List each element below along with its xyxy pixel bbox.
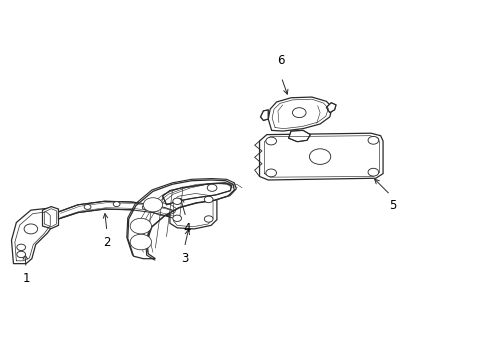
Text: 6: 6	[277, 54, 285, 67]
Circle shape	[113, 202, 120, 207]
Text: 3: 3	[181, 252, 188, 265]
Circle shape	[24, 224, 38, 234]
Circle shape	[368, 168, 379, 176]
Circle shape	[84, 204, 91, 210]
Circle shape	[266, 137, 276, 145]
Circle shape	[266, 169, 276, 177]
Circle shape	[130, 234, 151, 250]
Polygon shape	[11, 208, 53, 264]
Polygon shape	[163, 183, 231, 205]
Circle shape	[293, 108, 306, 118]
Circle shape	[173, 198, 181, 204]
Circle shape	[368, 136, 379, 144]
Polygon shape	[289, 130, 310, 142]
Text: 1: 1	[22, 272, 30, 285]
Polygon shape	[261, 110, 268, 121]
Polygon shape	[150, 203, 176, 215]
Circle shape	[309, 149, 331, 165]
Polygon shape	[268, 97, 332, 131]
Polygon shape	[260, 133, 383, 180]
Circle shape	[17, 244, 25, 251]
Text: 2: 2	[103, 236, 111, 249]
Circle shape	[143, 198, 163, 212]
Polygon shape	[326, 103, 336, 113]
Circle shape	[142, 205, 149, 210]
Polygon shape	[170, 192, 217, 229]
Circle shape	[204, 216, 213, 222]
Circle shape	[173, 215, 181, 221]
Polygon shape	[43, 207, 58, 229]
Text: 5: 5	[389, 199, 396, 212]
Polygon shape	[58, 201, 172, 219]
Polygon shape	[128, 180, 234, 259]
Circle shape	[207, 184, 217, 192]
Text: 4: 4	[183, 222, 191, 235]
Circle shape	[130, 218, 151, 234]
Circle shape	[204, 196, 213, 203]
Circle shape	[17, 251, 25, 258]
